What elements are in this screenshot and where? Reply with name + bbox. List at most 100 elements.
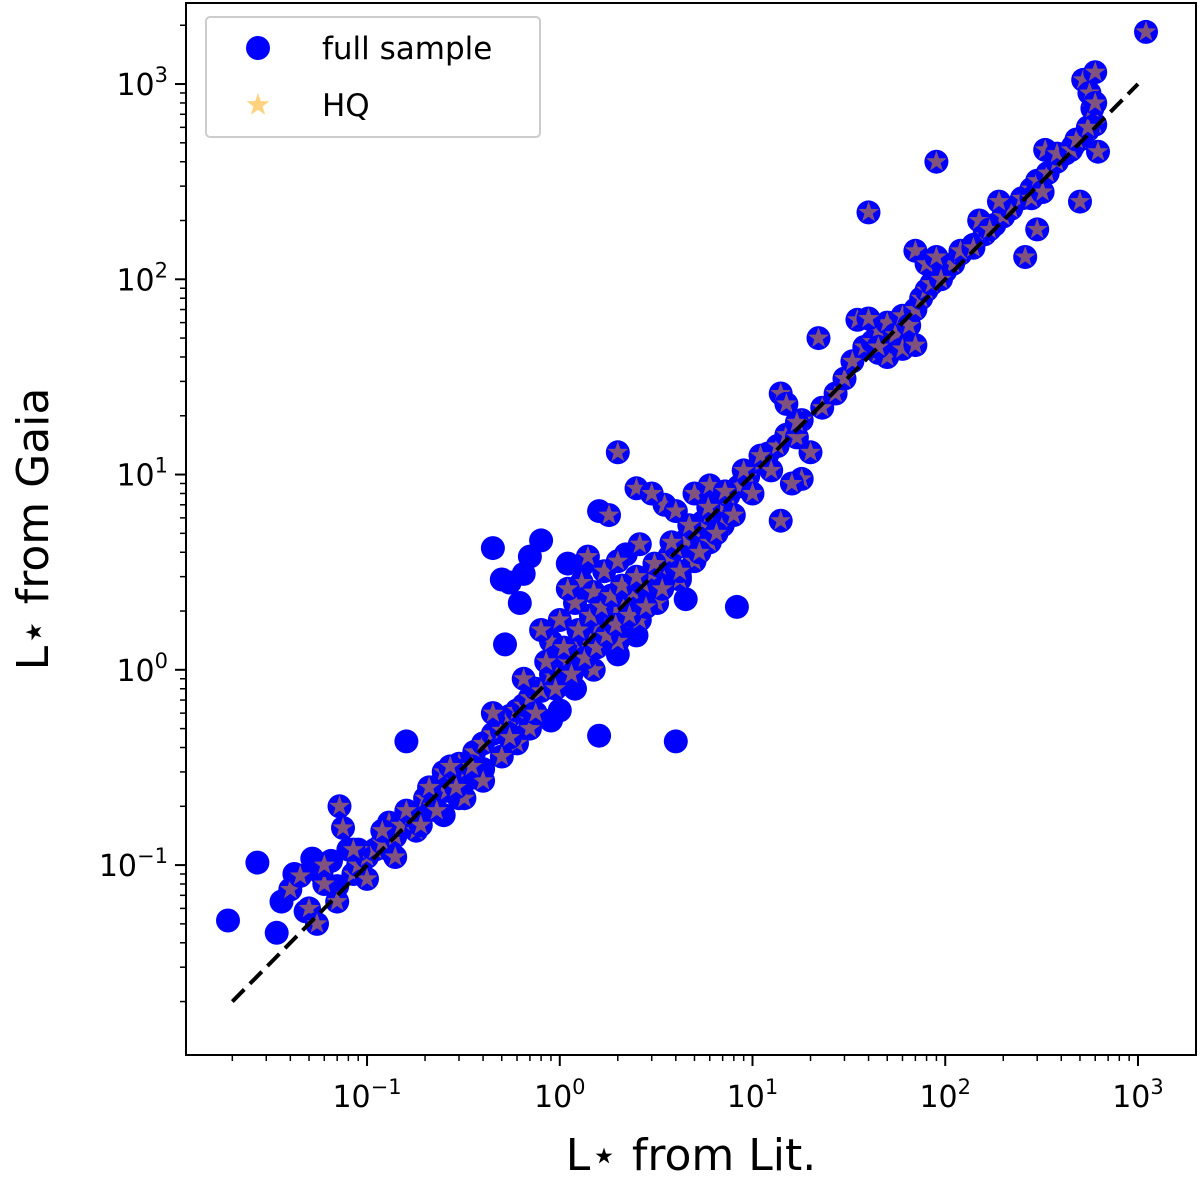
full-sample-point (480, 536, 505, 561)
hq-point-star (607, 550, 629, 571)
full-sample-point (245, 850, 270, 875)
hq-point-star (728, 475, 750, 496)
hq-point-star (669, 560, 691, 581)
hq-point-star (1079, 82, 1100, 102)
hq-point (806, 326, 831, 351)
hq-point-star (742, 482, 763, 503)
hq-point-star (800, 441, 821, 462)
hq-point-star (553, 636, 575, 657)
legend-full-sample-marker (246, 36, 270, 60)
hq-point-star (530, 619, 552, 639)
hq-point-star (410, 814, 432, 835)
full-sample-point (394, 729, 419, 754)
hq-point (1013, 245, 1038, 269)
hq-point (312, 872, 337, 896)
hq-point-star (1087, 140, 1109, 161)
hq-point-star (1069, 190, 1091, 211)
hq-point (1083, 91, 1108, 115)
hq-point (547, 608, 572, 632)
hq-point-star (892, 337, 913, 358)
hq-point (534, 649, 559, 674)
hq-point-star (1084, 92, 1106, 112)
x-axis-title: L⋆ from Lit. (566, 1130, 816, 1181)
hq-point-star (519, 717, 541, 738)
hq-point-star (313, 873, 335, 893)
hq-point-star (1084, 61, 1106, 82)
hq-point (305, 911, 329, 936)
hq-point-star (482, 702, 504, 722)
hq-point (312, 853, 337, 878)
hq-point (687, 540, 712, 565)
hq-point-star (926, 150, 947, 171)
y-tick-label: 103 (116, 63, 168, 103)
hq-point (559, 662, 584, 687)
hq-point-star (593, 560, 615, 581)
hq-point-star (557, 577, 579, 598)
hq-point (961, 235, 986, 260)
hq-point (497, 725, 522, 750)
hq-point-star (723, 504, 745, 524)
hq-point-star (876, 311, 898, 332)
hq-point-star (904, 334, 926, 354)
hq-point (634, 594, 658, 619)
hq-point-star (583, 581, 605, 601)
hq-point (667, 559, 692, 584)
hq-point-star (1037, 162, 1059, 182)
hq-point-star (675, 529, 697, 550)
hq-point-star (842, 350, 863, 371)
hq-point (605, 549, 630, 574)
hq-point-star (968, 209, 990, 230)
hq-point-star (445, 776, 467, 797)
hq-point (779, 471, 804, 496)
hq-point-star (568, 619, 589, 639)
hq-point (924, 245, 949, 269)
hq-point (459, 754, 484, 779)
hq-point-star (706, 522, 727, 543)
hq-point-star (626, 565, 647, 586)
hq-point-star (678, 514, 700, 535)
hq-point (1086, 139, 1110, 164)
hq-point-star (611, 574, 633, 595)
hq-point-star (988, 190, 1010, 211)
hq-point-star (697, 496, 719, 517)
hq-point-star (786, 426, 808, 447)
hq-point-star (688, 541, 710, 562)
hq-point-star (332, 816, 354, 837)
hq-point-star (574, 647, 596, 667)
hq-point-star (1000, 197, 1022, 218)
hq-point-star (1066, 128, 1087, 149)
full-sample-point (493, 632, 517, 657)
hq-point-star (525, 702, 547, 722)
hq-point-star (561, 663, 582, 684)
x-tick-label: 101 (727, 1075, 779, 1115)
hq-point-star (1072, 68, 1094, 89)
y-axis-title: L⋆ from Gaia (8, 388, 59, 671)
hq-point-star (750, 444, 771, 465)
legend-box (205, 16, 541, 138)
hq-point-star (760, 459, 782, 480)
full-sample-point (724, 594, 749, 619)
full-sample-point (663, 729, 688, 754)
hq-point (721, 503, 746, 528)
hq-point-star (439, 755, 461, 776)
hq-point-star (733, 459, 755, 480)
hq-point-star (356, 867, 378, 888)
hq-point (768, 508, 793, 533)
hq-point-star (298, 897, 320, 918)
x-axis-ticks: 10−1 100 101 102 103 (231, 1055, 1164, 1115)
hq-point (444, 775, 469, 800)
hq-point-star (499, 726, 521, 747)
hq-point-star (1135, 20, 1157, 41)
hq-point-star (564, 592, 586, 612)
hq-point-star (591, 595, 613, 616)
hq-point (325, 889, 350, 914)
hq-point-star (453, 787, 475, 808)
hq-point (774, 391, 799, 416)
legend: full sample HQ (205, 16, 541, 138)
hq-point (551, 635, 576, 660)
hq-point-star (834, 367, 855, 388)
hq-point (1083, 60, 1108, 85)
hq-point-star (343, 838, 364, 859)
full-sample-point (673, 587, 698, 612)
